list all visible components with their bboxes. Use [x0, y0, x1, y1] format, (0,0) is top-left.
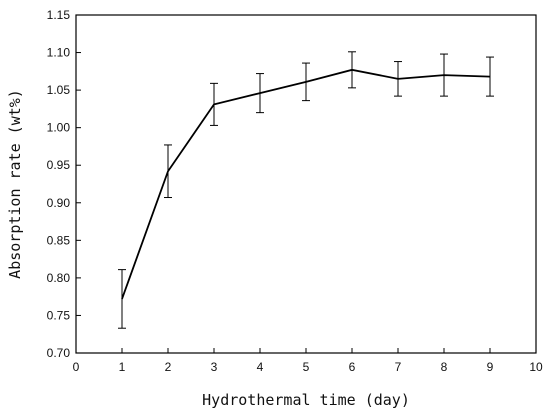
y-axis-title: Absorption rate (wt%) — [6, 89, 24, 279]
x-tick-label: 7 — [395, 360, 402, 374]
x-tick-label: 2 — [165, 360, 172, 374]
y-tick-label: 0.75 — [47, 308, 71, 322]
error-bars — [118, 51, 494, 329]
y-tick-label: 1.00 — [47, 121, 71, 135]
y-tick-label: 1.10 — [47, 46, 71, 60]
x-axis-ticks: 0 1 2 3 4 5 6 7 8 9 10 — [73, 348, 543, 374]
y-tick-label: 1.15 — [47, 8, 71, 22]
y-tick-label: 0.80 — [47, 271, 71, 285]
y-tick-label: 0.85 — [47, 233, 71, 247]
x-tick-label: 6 — [349, 360, 356, 374]
x-tick-label: 10 — [529, 360, 543, 374]
x-tick-label: 8 — [441, 360, 448, 374]
x-tick-label: 0 — [73, 360, 80, 374]
series-line — [121, 68, 491, 300]
y-tick-label: 0.90 — [47, 196, 71, 210]
y-tick-label: 1.05 — [47, 83, 71, 97]
x-tick-label: 9 — [487, 360, 494, 374]
y-tick-label: 0.70 — [47, 346, 71, 360]
x-tick-label: 4 — [257, 360, 264, 374]
y-tick-label: 0.95 — [47, 158, 71, 172]
y-axis-ticks: 0.70 0.75 0.80 0.85 0.90 0.95 1.00 1.05 1.10 1.15 — [47, 8, 81, 360]
x-tick-label: 5 — [303, 360, 310, 374]
x-tick-label: 1 — [119, 360, 126, 374]
x-axis-title: Hydrothermal time (day) — [202, 391, 410, 409]
x-tick-label: 3 — [211, 360, 218, 374]
